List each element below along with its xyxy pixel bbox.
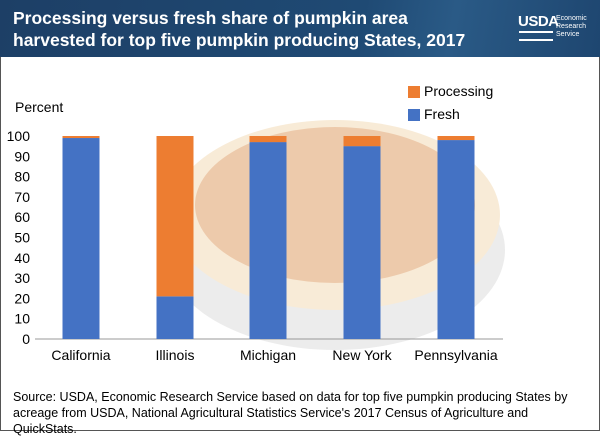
y-axis-label: Percent bbox=[15, 99, 64, 115]
y-tick-label: 50 bbox=[14, 230, 30, 246]
x-tick-label: Michigan bbox=[240, 347, 296, 363]
bar-processing-new-york bbox=[343, 136, 381, 147]
bar-processing-california bbox=[62, 136, 100, 139]
y-tick-label: 70 bbox=[14, 189, 30, 205]
chart-title: Processing versus fresh share of pumpkin… bbox=[13, 8, 466, 50]
bar-processing-illinois bbox=[156, 136, 194, 297]
x-tick-label: New York bbox=[332, 347, 392, 363]
y-tick-label: 30 bbox=[14, 270, 30, 286]
x-tick-label: Illinois bbox=[156, 347, 195, 363]
legend-swatch-processing bbox=[408, 86, 420, 98]
x-tick-label: California bbox=[51, 347, 110, 363]
y-tick-label: 60 bbox=[14, 209, 30, 225]
bar-fresh-california bbox=[62, 138, 100, 339]
legend-fresh: Fresh bbox=[424, 106, 460, 122]
y-tick-label: 90 bbox=[14, 148, 30, 164]
logo-text: USDA bbox=[518, 13, 559, 30]
bar-fresh-new-york bbox=[343, 146, 381, 339]
x-tick-label: Pennsylvania bbox=[414, 347, 497, 363]
y-tick-label: 80 bbox=[14, 169, 30, 185]
header-banner: Processing versus fresh share of pumpkin… bbox=[0, 0, 600, 57]
y-tick-label: 0 bbox=[22, 331, 30, 347]
legend-swatch-fresh bbox=[408, 109, 420, 121]
logo-agency: Economic Research Service bbox=[556, 15, 587, 38]
y-tick-label: 20 bbox=[14, 290, 30, 306]
legend-processing: Processing bbox=[424, 83, 494, 99]
y-tick-label: 10 bbox=[14, 311, 30, 327]
logo-stripes-icon bbox=[519, 31, 553, 41]
bar-fresh-pennsylvania bbox=[437, 140, 475, 339]
bar-fresh-michigan bbox=[249, 142, 287, 339]
bar-processing-pennsylvania bbox=[437, 136, 475, 141]
y-tick-label: 40 bbox=[14, 250, 30, 266]
bar-fresh-illinois bbox=[156, 296, 194, 339]
y-tick-label: 100 bbox=[7, 128, 31, 144]
source-note: Source: USDA, Economic Research Service … bbox=[13, 390, 568, 436]
bar-processing-michigan bbox=[249, 136, 287, 143]
